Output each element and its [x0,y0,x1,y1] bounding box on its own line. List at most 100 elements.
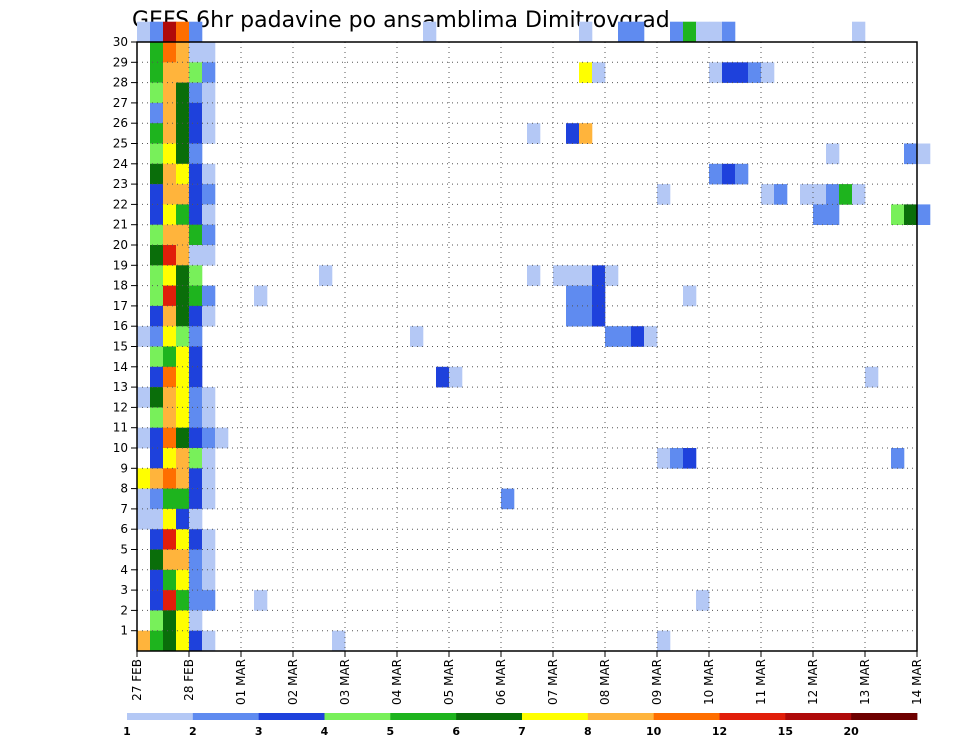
heatmap-cell [189,123,203,144]
heatmap-cell [800,184,814,205]
heatmap-cell [657,448,671,469]
heatmap-cell [163,82,177,104]
heatmap-cell [566,123,580,144]
x-tick-label: 01 MAR [234,659,248,705]
heatmap-cell [163,468,177,489]
heatmap-cell [176,143,190,165]
heatmap-cell [150,590,164,611]
heatmap-cell [150,549,164,571]
x-tick-label: 09 MAR [650,659,664,705]
heatmap-cell [631,21,645,43]
heatmap-cell [163,102,177,124]
heatmap-cell [150,42,164,63]
heatmap-cell [189,204,203,225]
heatmap-cell [423,21,437,43]
heatmap-cell [150,305,164,327]
heatmap-cell [176,21,190,43]
heatmap-cell [150,245,164,266]
heatmap-cell [189,508,203,530]
heatmap-cell [137,326,151,347]
grid-lines [137,42,917,651]
colorbar-label: 10 [646,725,662,738]
heatmap-cell [202,123,216,144]
heatmap-cell [189,285,203,307]
heatmap-cell [137,427,151,449]
heatmap-cell [163,549,177,571]
colorbar-segment [851,713,918,720]
heatmap-cell [176,163,190,185]
heatmap-cell [189,468,203,489]
x-tick-label: 12 MAR [806,659,820,705]
heatmap-cell [176,82,190,104]
heatmap-cell [150,143,164,165]
y-axis: 1234567891011121314151617181920212223242… [113,35,137,638]
colorbar-label: 3 [255,725,263,738]
heatmap-cell [137,630,151,652]
y-tick-label: 19 [113,258,128,272]
heatmap-cell [202,204,216,225]
heatmap-cell [618,21,632,43]
heatmap-cell [163,366,177,388]
heatmap-cell [189,143,203,165]
y-tick-label: 30 [113,35,128,49]
heatmap-cell [826,204,840,225]
heatmap-cell [189,265,203,286]
heatmap-cell [176,102,190,124]
heatmap-cell [189,326,203,347]
heatmap-cell [189,630,203,652]
heatmap-cell [202,163,216,185]
heatmap-cell [176,285,190,307]
heatmap-cell [813,184,827,205]
heatmap-cell [176,508,190,530]
heatmap-cell [150,346,164,368]
x-tick-label: 07 MAR [546,659,560,705]
heatmap-cell [150,62,164,83]
colorbar-segment [192,713,260,720]
heatmap-cell [501,488,515,510]
heatmap-cell [163,143,177,165]
heatmap-cell [449,366,463,388]
y-tick-label: 18 [113,279,128,293]
heatmap-cell [176,265,190,286]
x-axis: 27 FEB 28 FEB 01 MAR 02 MAR 03 MAR 04 MAR 05 M… [130,651,924,705]
heatmap-cell [163,123,177,144]
colorbar-segment [456,713,523,720]
heatmap-cell [592,305,606,327]
heatmap-cell [683,21,697,43]
heatmap-cell [150,326,164,347]
heatmap-cell [163,163,177,185]
heatmap-cell [657,184,671,205]
heatmap-cell [618,326,632,347]
heatmap-cell [202,549,216,571]
heatmap-cell [592,285,606,307]
heatmap-cell [163,224,177,246]
heatmap-cell [150,488,164,510]
heatmap-cell [202,569,216,591]
heatmap-cell [150,407,164,428]
heatmap-cell [735,62,749,83]
colorbar-legend: 1 2 3 4 5 6 7 8 10 12 15 20 [123,713,918,738]
heatmap-cell [163,265,177,286]
heatmap-cell [163,590,177,611]
heatmap-cell [202,82,216,104]
heatmap-cell [150,21,164,43]
y-tick-label: 5 [120,543,128,557]
colorbar-segment [653,713,720,720]
heatmap-cell [670,21,684,43]
colorbar-label: 2 [189,725,197,738]
heatmap-cell [202,224,216,246]
heatmap-cell [163,245,177,266]
heatmap-cell [579,305,593,327]
heatmap-cell [163,62,177,83]
heatmap-cell [189,245,203,266]
heatmap-cell [202,468,216,489]
heatmap-cell [891,204,905,225]
heatmap-cell [150,610,164,631]
heatmap-cell [579,265,593,286]
heatmap-cell [852,184,866,205]
colorbar-label: 6 [452,725,460,738]
heatmap-cell [696,590,710,611]
y-tick-label: 13 [113,380,128,394]
y-tick-label: 24 [113,157,128,171]
heatmap-cell [852,21,866,43]
